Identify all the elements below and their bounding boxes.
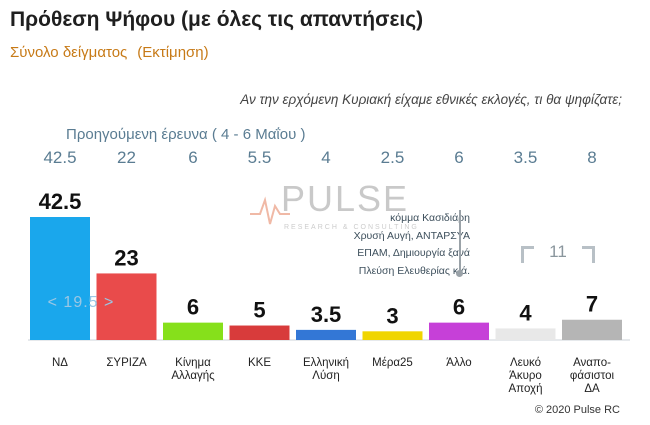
annotation-line: κόμμα Κασιδιάρη (390, 212, 470, 224)
previous-value-label: 5.5 (248, 148, 272, 167)
bar (96, 273, 157, 340)
category-tick-label: Άλλο (446, 357, 471, 369)
category-tick-label: Αναπο- (573, 357, 611, 369)
annotation-line: ΕΠΑΜ, Δημιουργία ξανά (357, 247, 470, 259)
previous-value-label: 2.5 (381, 148, 405, 167)
annotation-connector (459, 210, 461, 274)
previous-value-label: 8 (587, 148, 596, 167)
bar-value-label: 4 (519, 300, 532, 325)
bar-value-label: 6 (453, 295, 465, 320)
category-tick-label: ΝΔ (52, 357, 68, 369)
previous-survey-label: Προηγούμενη έρευνα ( 4 - 6 Μαΐου ) (66, 126, 306, 143)
chart-subtitle: Σύνολο δείγματος (Εκτίμηση) (10, 44, 209, 61)
copyright: © 2020 Pulse RC (534, 404, 620, 416)
category-tick-label: Άκυρο (509, 370, 542, 382)
other-parties-annotation: κόμμα Κασιδιάρη Χρυσή Αυγή, ΑΝΤΑΡΣΥΑ ΕΠΑ… (354, 210, 470, 280)
previous-value-label: 3.5 (514, 148, 538, 167)
survey-question: Αν την ερχόμενη Κυριακή είχαμε εθνικές ε… (240, 92, 622, 107)
bar (362, 331, 423, 340)
category-tick-label: ΔΑ (584, 383, 600, 395)
bar (30, 217, 90, 340)
category-tick-label: Αλλαγής (171, 370, 215, 382)
watermark-text: PULSE (281, 178, 410, 219)
nd-inner-label: < 19.5 > (47, 294, 115, 311)
bar (296, 329, 356, 340)
bar-value-label: 23 (114, 245, 138, 270)
previous-value-label: 22 (117, 148, 136, 167)
subtitle-note: (Εκτίμηση) (137, 44, 209, 61)
previous-value-label: 42.5 (43, 148, 76, 167)
bar-value-label: 6 (187, 295, 199, 320)
previous-value-label: 6 (454, 148, 463, 167)
bar-value-label: 5 (253, 298, 265, 323)
category-tick-label: Μέρα25 (372, 357, 413, 369)
bar-value-label: 7 (586, 292, 598, 317)
pulse-line-icon (250, 196, 290, 225)
bar-value-label: 3.5 (311, 302, 342, 327)
bracket-total-label: 11 (536, 242, 580, 262)
category-tick-label: Ελληνική (303, 357, 349, 369)
previous-value-label: 6 (188, 148, 197, 167)
previous-value-label: 4 (321, 148, 330, 167)
annotation-line: Χρυσή Αυγή, ΑΝΤΑΡΣΥΑ (353, 229, 470, 242)
bar (429, 322, 489, 340)
bar (562, 319, 622, 340)
chart-title: Πρόθεση Ψήφου (με όλες τις απαντήσεις) (10, 8, 424, 31)
pulse-watermark: PULSE RESEARCH & CONSULTING (250, 178, 420, 238)
annotation-dot (456, 270, 463, 277)
bar-value-label: 3 (386, 303, 398, 328)
watermark-subtext: RESEARCH & CONSULTING (284, 224, 419, 231)
bar (495, 328, 556, 340)
category-tick-label: Κίνημα (175, 357, 211, 369)
bar-value-label: 42.5 (39, 189, 82, 214)
category-tick-label: ΚΚΕ (248, 357, 271, 369)
bar (163, 322, 223, 340)
category-tick-label: Αποχή (509, 383, 543, 395)
combined-bracket (521, 246, 595, 263)
category-tick-label: Λευκό (510, 357, 541, 369)
bar (229, 325, 290, 340)
category-tick-label: ΣΥΡΙΖΑ (106, 357, 147, 369)
category-tick-label: Λύση (312, 370, 339, 382)
annotation-line: Πλεύση Ελευθερίας κ.ά. (358, 264, 470, 277)
category-tick-label: φάσιστοι (570, 370, 615, 382)
subtitle-sample: Σύνολο δείγματος (10, 44, 128, 61)
